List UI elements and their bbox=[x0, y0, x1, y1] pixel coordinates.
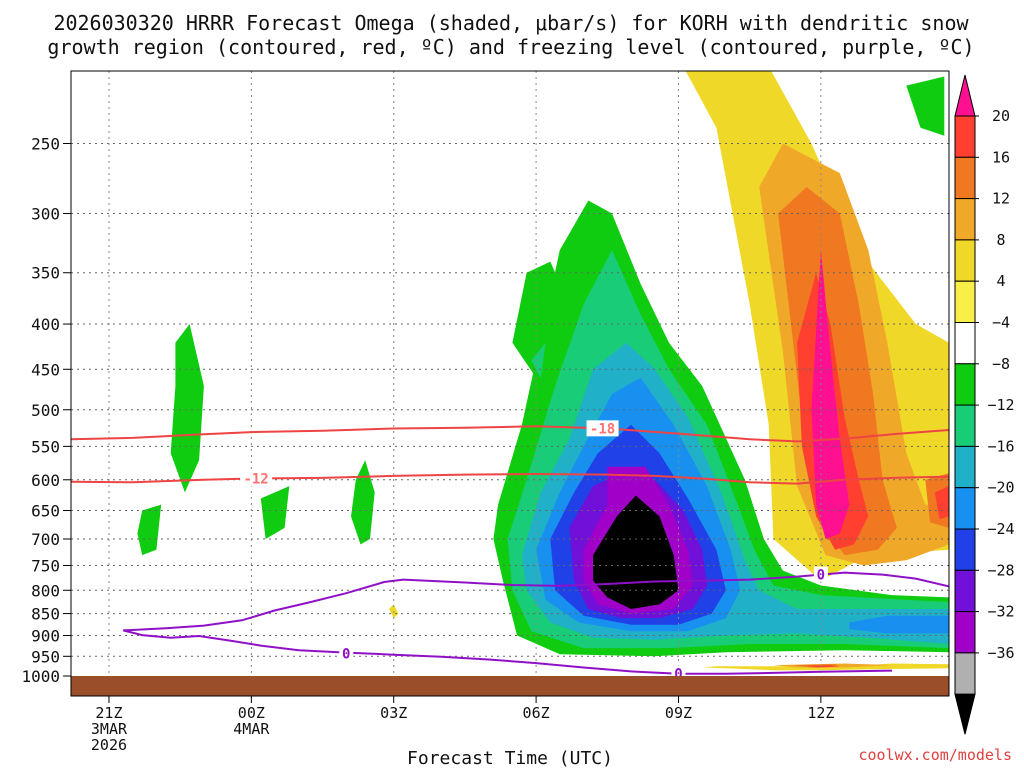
omega-region-westerly-ascent-0 bbox=[85, 187, 465, 671]
contour-label-bg bbox=[586, 420, 619, 437]
y-tick-label-300: 300 bbox=[31, 205, 60, 224]
colorbar-bottom-arrow bbox=[954, 693, 976, 735]
colorbar-label-9: −20 bbox=[987, 479, 1014, 497]
x-tick-label-00Z-0: 00Z bbox=[238, 704, 265, 722]
y-tick-label-450: 450 bbox=[31, 360, 60, 379]
contour-freezing-level-main bbox=[123, 571, 949, 632]
omega-region-lower-green-west-0 bbox=[104, 658, 299, 671]
colorbar-label-5: −4 bbox=[992, 314, 1010, 332]
x-tick-label-03Z-0: 03Z bbox=[380, 704, 407, 722]
contour-dgz-minus-12 bbox=[71, 472, 949, 485]
colorbar-label-13: −36 bbox=[987, 644, 1014, 662]
y-tick-label-1000: 1000 bbox=[21, 667, 60, 686]
x-tick-label-12Z-0: 12Z bbox=[807, 704, 834, 722]
colorbar-label-3: 8 bbox=[996, 231, 1005, 249]
colorbar-band-3 bbox=[954, 198, 976, 241]
colorbar-band-11 bbox=[954, 528, 976, 571]
colorbar-label-6: −8 bbox=[992, 355, 1010, 373]
contour-dgz-minus-18 bbox=[71, 425, 949, 443]
colorbar-band-1 bbox=[954, 115, 976, 158]
colorbar-label-4: 4 bbox=[996, 272, 1005, 290]
ground-surface-band bbox=[71, 676, 949, 696]
x-tick-label-09Z-0: 09Z bbox=[665, 704, 692, 722]
x-tick-label-21Z-0: 21Z bbox=[95, 704, 122, 722]
freezing-label-2: 0 bbox=[674, 667, 682, 683]
colorbar-band-7 bbox=[954, 363, 976, 406]
colorbar-band-14 bbox=[954, 652, 976, 695]
colorbar-label-8: −16 bbox=[987, 437, 1014, 455]
x-tick-label-21Z-1: 3MAR bbox=[91, 720, 128, 738]
colorbar-label-11: −28 bbox=[987, 561, 1014, 579]
colorbar-band-8 bbox=[954, 404, 976, 447]
omega-region-dark-blue-1 bbox=[849, 615, 949, 634]
colorbar-top-arrow bbox=[954, 74, 976, 117]
y-tick-label-250: 250 bbox=[31, 135, 60, 154]
contour-label-dgz-minus-18: -18 bbox=[590, 421, 615, 437]
freezing-label-bg bbox=[339, 645, 354, 661]
x-tick-label-21Z-2: 2026 bbox=[91, 736, 127, 754]
y-tick-label-700: 700 bbox=[31, 530, 60, 549]
omega-region-teal-3 bbox=[260, 486, 290, 539]
watermark: coolwx.com/models bbox=[858, 746, 1012, 764]
y-tick-label-550: 550 bbox=[31, 437, 60, 456]
colorbar-band-9 bbox=[954, 445, 976, 489]
y-tick-label-950: 950 bbox=[31, 647, 60, 666]
y-tick-label-900: 900 bbox=[31, 627, 60, 646]
omega-region-cyan-0 bbox=[531, 342, 546, 378]
contour-label-bg bbox=[240, 470, 273, 487]
colorbar-band-13 bbox=[954, 611, 976, 654]
chart-title-line-1: 2026030320 HRRR Forecast Omega (shaded, … bbox=[53, 11, 969, 35]
colorbar-band-5 bbox=[954, 280, 976, 324]
colorbar-label-1: 16 bbox=[992, 148, 1010, 166]
colorbar-band-6 bbox=[954, 322, 976, 365]
freezing-label-1: 0 bbox=[342, 646, 350, 662]
y-tick-label-350: 350 bbox=[31, 264, 60, 283]
omega-region-teal-4 bbox=[351, 460, 375, 545]
x-axis-label: Forecast Time (UTC) bbox=[407, 748, 613, 768]
omega-region-magenta-0 bbox=[811, 250, 850, 539]
omega-region-red-2 bbox=[934, 486, 949, 520]
y-tick-label-750: 750 bbox=[31, 556, 60, 575]
colorbar-band-10 bbox=[954, 487, 976, 530]
omega-colorbar: 20 16 12 8 4 −4 −8 −12 −16 −20 −24 −28 −32 −36 bbox=[954, 74, 1015, 735]
y-tick-label-600: 600 bbox=[31, 471, 60, 490]
colorbar-band-4 bbox=[954, 239, 976, 282]
chart-title-line-2: growth region (contoured, red, ºC) and f… bbox=[47, 35, 974, 59]
colorbar-label-2: 12 bbox=[992, 190, 1010, 208]
contour-lines: -18 -12 0 0 0 bbox=[71, 420, 949, 683]
colorbar-label-0: 20 bbox=[992, 107, 1010, 125]
omega-region-teal-top-right-0 bbox=[906, 76, 945, 136]
y-tick-label-800: 800 bbox=[31, 581, 60, 600]
freezing-label-0: 0 bbox=[817, 568, 825, 584]
freezing-label-bg bbox=[813, 566, 828, 582]
freezing-label-bg bbox=[671, 665, 686, 676]
omega-region-teal-1 bbox=[170, 324, 204, 493]
y-tick-label-500: 500 bbox=[31, 401, 60, 420]
colorbar-label-7: −12 bbox=[987, 396, 1014, 414]
y-tick-label-400: 400 bbox=[31, 315, 60, 334]
y-tick-label-850: 850 bbox=[31, 605, 60, 624]
colorbar-label-12: −32 bbox=[987, 603, 1014, 621]
omega-region-lower-green-west-1 bbox=[165, 119, 200, 239]
colorbar-band-2 bbox=[954, 156, 976, 200]
grid-lines bbox=[71, 71, 949, 676]
pressure-axis: 250 300 350 400 450 500 550 600 650 700 750 800 850 9… bbox=[21, 135, 71, 686]
x-tick-label-00Z-1: 4MAR bbox=[233, 720, 270, 738]
omega-region-teal-2 bbox=[137, 504, 162, 556]
omega-shaded-fields bbox=[85, 71, 949, 671]
contour-freezing-level-lower bbox=[122, 629, 893, 675]
contour-label-dgz-minus-12: -12 bbox=[243, 471, 268, 487]
y-tick-label-650: 650 bbox=[31, 502, 60, 521]
x-tick-label-06Z-0: 06Z bbox=[523, 704, 550, 722]
plot-frame bbox=[70, 70, 950, 697]
colorbar-band-12 bbox=[954, 569, 976, 613]
colorbar-label-10: −24 bbox=[987, 520, 1014, 538]
